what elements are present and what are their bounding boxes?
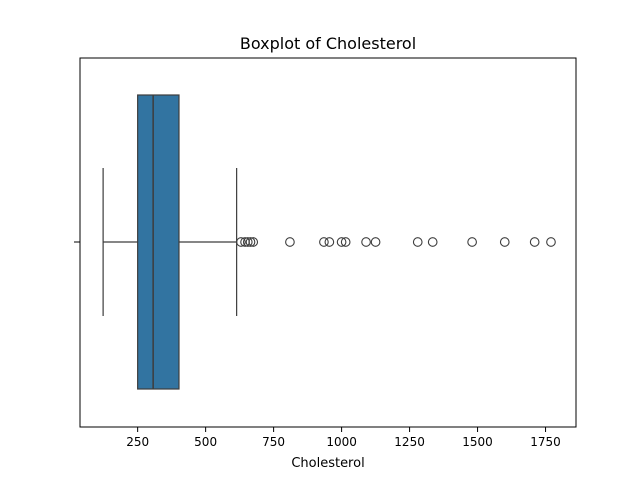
x-axis-label: Cholesterol <box>291 456 364 471</box>
outlier-point <box>242 237 253 247</box>
outlier-point <box>324 237 335 247</box>
outlier-point <box>340 237 351 247</box>
outlier-point <box>427 237 438 247</box>
x-axis: 250 500 750 1000 1250 1500 1750 <box>126 427 561 449</box>
outlier-point <box>361 237 371 247</box>
x-tick-label: 750 <box>262 435 285 449</box>
x-tick-label: 250 <box>126 435 149 449</box>
outlier-point <box>370 237 381 247</box>
outlier-point <box>546 237 556 247</box>
chart-title: Boxplot of Cholesterol <box>240 34 416 53</box>
x-tick-label: 500 <box>194 435 217 449</box>
outlier-point <box>248 237 259 247</box>
outlier-point <box>236 237 246 247</box>
x-tick-label: 1750 <box>530 435 561 449</box>
x-tick-label: 1000 <box>326 435 357 449</box>
outlier-point <box>336 237 347 247</box>
outlier-point <box>245 237 256 247</box>
outlier-point <box>529 237 540 247</box>
outlier-point <box>467 237 477 247</box>
x-tick-label: 1250 <box>394 435 425 449</box>
interquartile-box <box>137 94 180 390</box>
x-tick-label: 1500 <box>462 435 493 449</box>
outlier-point <box>285 237 295 247</box>
outlier-point <box>412 237 423 247</box>
outlier-point <box>499 237 510 247</box>
plot-area <box>102 94 556 390</box>
outlier-point <box>319 237 329 247</box>
